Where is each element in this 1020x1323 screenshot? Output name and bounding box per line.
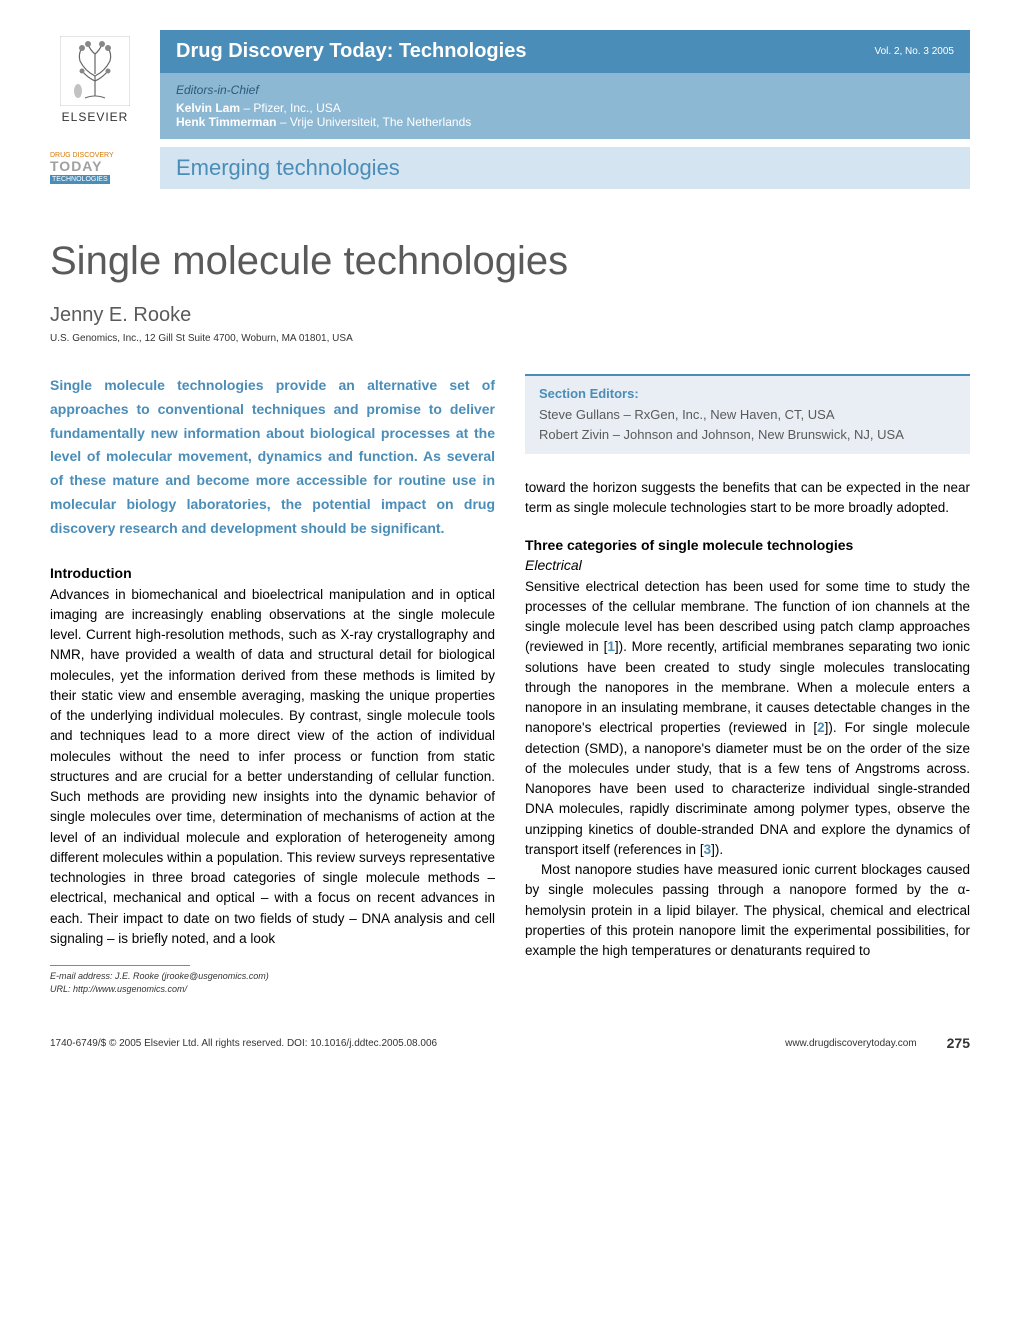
article-title: Single molecule technologies xyxy=(50,239,970,284)
editor-2-name: Henk Timmerman xyxy=(176,115,276,129)
url-value: http://www.usgenomics.com/ xyxy=(71,984,188,994)
ref-3[interactable]: 3 xyxy=(704,842,712,857)
issue-info: Vol. 2, No. 3 2005 xyxy=(874,46,954,57)
footnote-url: URL: http://www.usgenomics.com/ xyxy=(50,983,495,996)
electrical-text: Sensitive electrical detection has been … xyxy=(525,577,970,962)
editor-1-affiliation: – Pfizer, Inc., USA xyxy=(240,101,341,115)
section-editor-2: Robert Zivin – Johnson and Johnson, New … xyxy=(539,425,956,445)
editor-1-name: Kelvin Lam xyxy=(176,101,240,115)
technologies-badge: DRUG DISCOVERY TODAY TECHNOLOGIES xyxy=(50,152,140,185)
section-editors-box: Section Editors: Steve Gullans – RxGen, … xyxy=(525,374,970,454)
badge-bottom: TECHNOLOGIES xyxy=(50,175,110,185)
author-name: Jenny E. Rooke xyxy=(50,304,970,327)
publisher-logo: ELSEVIER xyxy=(50,30,140,130)
categories-heading: Three categories of single molecule tech… xyxy=(525,537,970,553)
author-affiliation: U.S. Genomics, Inc., 12 Gill St Suite 47… xyxy=(50,333,970,344)
section-name: Emerging technologies xyxy=(160,147,970,189)
page-footer: 1740-6749/$ © 2005 Elsevier Ltd. All rig… xyxy=(50,1025,970,1051)
right-column: Section Editors: Steve Gullans – RxGen, … xyxy=(525,374,970,995)
footer-site: www.drugdiscoverytoday.com xyxy=(785,1038,917,1049)
journal-bar: Drug Discovery Today: Technologies Vol. … xyxy=(160,30,970,73)
footnote-divider xyxy=(50,965,190,966)
header-banner: ELSEVIER Drug Discovery Today: Technolog… xyxy=(50,30,970,139)
editors-block: Editors-in-Chief Kelvin Lam – Pfizer, In… xyxy=(160,73,970,139)
email-value: J.E. Rooke (jrooke@usgenomics.com) xyxy=(113,971,269,981)
continuation-text: toward the horizon suggests the benefits… xyxy=(525,478,970,519)
intro-paragraph: Advances in biomechanical and bioelectri… xyxy=(50,585,495,950)
elsevier-tree-icon xyxy=(60,36,130,106)
intro-text: Advances in biomechanical and bioelectri… xyxy=(50,585,495,950)
badge-mid: TODAY xyxy=(50,159,140,174)
electrical-para-1: Sensitive electrical detection has been … xyxy=(525,577,970,861)
two-column-layout: Single molecule technologies provide an … xyxy=(50,374,970,995)
ref-2[interactable]: 2 xyxy=(817,720,825,735)
intro-heading: Introduction xyxy=(50,565,495,581)
ref-1[interactable]: 1 xyxy=(607,639,615,654)
section-editor-1: Steve Gullans – RxGen, Inc., New Haven, … xyxy=(539,405,956,425)
footnote-email: E-mail address: J.E. Rooke (jrooke@usgen… xyxy=(50,970,495,983)
page-number: 275 xyxy=(947,1035,970,1051)
continuation-paragraph: toward the horizon suggests the benefits… xyxy=(525,478,970,519)
left-column: Single molecule technologies provide an … xyxy=(50,374,495,995)
email-label: E-mail address: xyxy=(50,971,113,981)
editors-label: Editors-in-Chief xyxy=(176,83,954,97)
electrical-subheading: Electrical xyxy=(525,557,970,573)
url-label: URL: xyxy=(50,984,71,994)
publisher-name: ELSEVIER xyxy=(62,110,129,124)
journal-title: Drug Discovery Today: Technologies xyxy=(176,40,526,63)
editor-1: Kelvin Lam – Pfizer, Inc., USA xyxy=(176,101,954,115)
editor-2-affiliation: – Vrije Universiteit, The Netherlands xyxy=(276,115,471,129)
editor-2: Henk Timmerman – Vrije Universiteit, The… xyxy=(176,115,954,129)
footer-copyright: 1740-6749/$ © 2005 Elsevier Ltd. All rig… xyxy=(50,1038,437,1049)
section-row: DRUG DISCOVERY TODAY TECHNOLOGIES Emergi… xyxy=(50,147,970,189)
electrical-para-2: Most nanopore studies have measured ioni… xyxy=(525,860,970,961)
abstract: Single molecule technologies provide an … xyxy=(50,374,495,541)
section-editors-title: Section Editors: xyxy=(539,386,956,401)
banner-right: Drug Discovery Today: Technologies Vol. … xyxy=(160,30,970,139)
footer-right: www.drugdiscoverytoday.com 275 xyxy=(785,1035,970,1051)
